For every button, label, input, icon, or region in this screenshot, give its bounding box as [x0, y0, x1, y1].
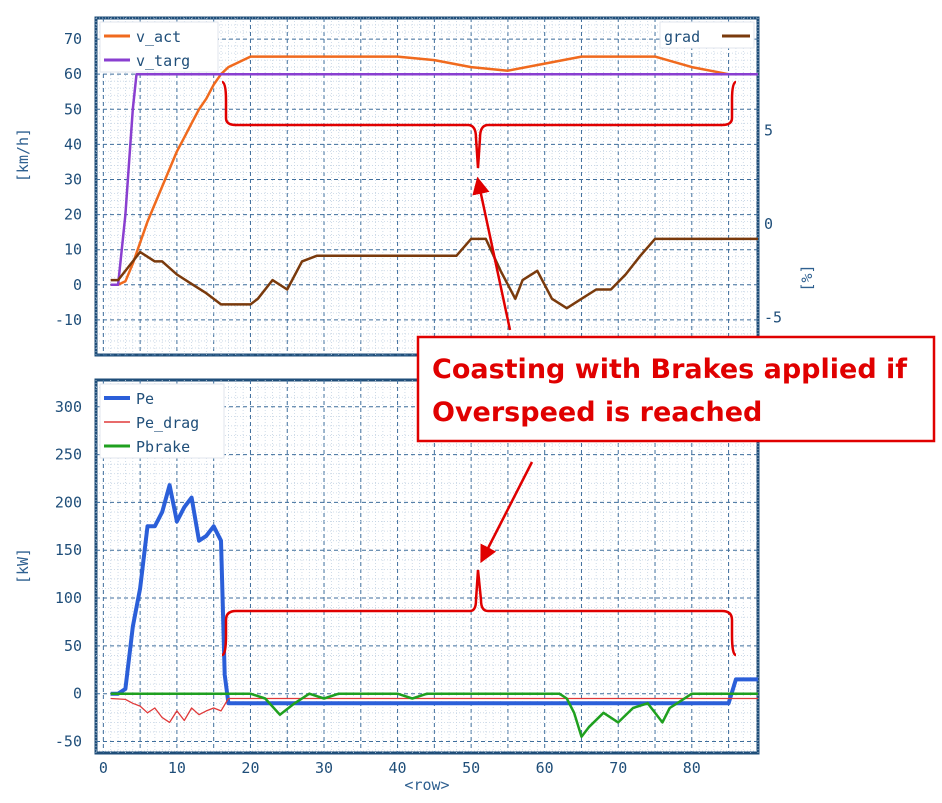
x-tick-label: 20	[241, 759, 259, 777]
series-pbrake	[110, 692, 758, 738]
y-tick-label: 0	[73, 276, 82, 294]
y-tick-label: 100	[55, 589, 82, 607]
legend-pbrake: Pbrake	[136, 438, 190, 456]
speed-y-axis-label: [km/h]	[14, 128, 32, 182]
x-tick-label: 70	[609, 759, 627, 777]
x-axis-label: <row>	[404, 776, 449, 794]
y-tick-label: 300	[55, 398, 82, 416]
arrow-down	[480, 461, 534, 564]
y-tick-label: 250	[55, 446, 82, 464]
power-legend: Pe Pe_drag Pbrake	[99, 383, 225, 459]
speed-legend-left: v_act v_targ	[99, 21, 219, 73]
x-tick-label: 60	[536, 759, 554, 777]
series-v-act	[110, 55, 758, 287]
x-tick-label: 0	[99, 759, 108, 777]
y-tick-label: -10	[55, 311, 82, 329]
series-grad	[110, 237, 758, 310]
y-tick-label: 20	[64, 206, 82, 224]
legend-pe: Pe	[136, 390, 154, 408]
brace-bottom	[221, 569, 737, 657]
callout-box	[416, 335, 936, 443]
power-series	[110, 483, 758, 738]
arrow-up	[472, 176, 512, 331]
power-y-axis-label: [kW]	[14, 548, 32, 584]
annotation: Coasting with Brakes applied if Overspee…	[221, 80, 936, 657]
callout-line1: Coasting with Brakes applied if	[432, 354, 907, 385]
y-tick-label: 60	[64, 65, 82, 83]
y2-tick-label: 0	[764, 215, 773, 233]
power-y-ticks: 300 250 200 150 100 50 0 -50	[55, 398, 82, 751]
y-tick-label: 70	[64, 30, 82, 48]
x-tick-label: 30	[315, 759, 333, 777]
legend-pe-drag: Pe_drag	[136, 414, 199, 432]
x-tick-label: 50	[462, 759, 480, 777]
y-tick-label: 200	[55, 493, 82, 511]
y-tick-label: -50	[55, 733, 82, 751]
y2-tick-label: -5	[764, 309, 782, 327]
x-tick-label: 40	[389, 759, 407, 777]
y-tick-label: 10	[64, 241, 82, 259]
speed-series	[110, 55, 758, 310]
brace-top	[221, 80, 737, 169]
series-v-targ	[110, 72, 758, 287]
x-tick-label: 10	[168, 759, 186, 777]
y-tick-label: 40	[64, 135, 82, 153]
y-tick-label: 50	[64, 637, 82, 655]
speed-y-ticks: 70 60 50 40 30 20 10 0 -10	[55, 30, 82, 329]
y-tick-label: 50	[64, 100, 82, 118]
series-pe-drag	[110, 697, 758, 724]
y-tick-label: 0	[73, 685, 82, 703]
callout-line2: Overspeed is reached	[432, 397, 762, 428]
legend-v-act: v_act	[136, 28, 181, 46]
y2-tick-label: 5	[764, 121, 773, 139]
power-x-ticks: 0 10 20 30 40 50 60 70 80	[99, 759, 701, 777]
speed-legend-right: grad	[659, 21, 755, 49]
x-tick-label: 80	[683, 759, 701, 777]
y-tick-label: 30	[64, 170, 82, 188]
legend-grad: grad	[664, 28, 700, 46]
grad-y-ticks: 5 0 -5	[764, 121, 782, 326]
legend-v-targ: v_targ	[136, 52, 190, 70]
grad-y-axis-label: [%]	[798, 264, 816, 291]
y-tick-label: 150	[55, 541, 82, 559]
series-pe	[110, 483, 758, 706]
